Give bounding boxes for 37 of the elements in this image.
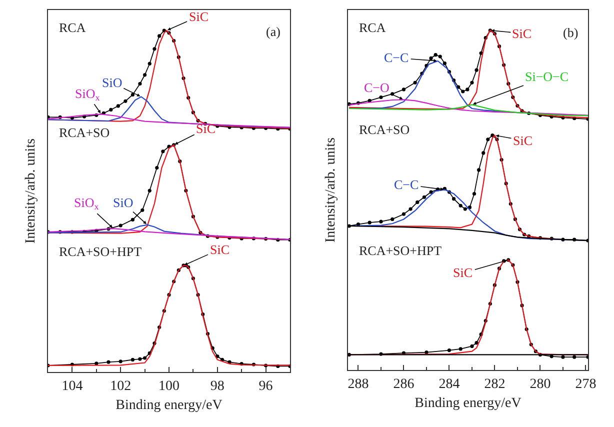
y-axis-title: Intensity/arb. units [324, 138, 339, 242]
annotation: RCA+SO+HPT [59, 244, 142, 259]
series-label: SiO [113, 195, 134, 210]
x-tick-label: 278 [575, 376, 596, 392]
series-label: SiC [189, 9, 209, 24]
x-tick-label: 98 [210, 378, 224, 394]
series-label: SiO [102, 75, 122, 90]
x-tick-label: 280 [530, 376, 551, 392]
x-tick-label: 104 [62, 378, 83, 394]
annotation: RCA+SO+HPT [359, 243, 442, 258]
annotation: RCA [359, 20, 386, 35]
x-tick-label: 284 [438, 376, 460, 392]
y-axis-title: Intensity/arb. units [24, 138, 39, 244]
annotation: RCA+SO [359, 122, 410, 137]
x-axis-title: Binding energy/eV [116, 398, 222, 414]
annotation: (b) [563, 25, 578, 40]
series-label: C−C [384, 50, 409, 65]
series-label: SiC [210, 242, 230, 257]
series-label: SiC [512, 26, 532, 41]
series-label: SiC [513, 133, 533, 148]
series-label: SiC [196, 121, 216, 136]
series-label: SiO$_{x}$ [75, 86, 100, 103]
x-tick-label: 96 [258, 378, 273, 394]
x-tick-label: 100 [158, 378, 180, 394]
x-tick-label: 286 [393, 376, 414, 392]
series-label: C−O [364, 80, 390, 95]
annotation: RCA+SO [59, 125, 110, 140]
annotation: (a) [266, 24, 280, 39]
series-label: SiC [453, 265, 473, 280]
series-label: SiO$_{x}$ [74, 195, 100, 212]
x-tick-label: 102 [110, 378, 132, 394]
x-tick-label: 288 [348, 376, 369, 392]
annotation: RCA [59, 20, 86, 35]
text: Si−O−C [525, 69, 569, 84]
series-label: C−C [394, 177, 419, 192]
x-tick-label: 282 [484, 376, 506, 392]
x-axis-title: Binding energy/eV [414, 396, 522, 412]
